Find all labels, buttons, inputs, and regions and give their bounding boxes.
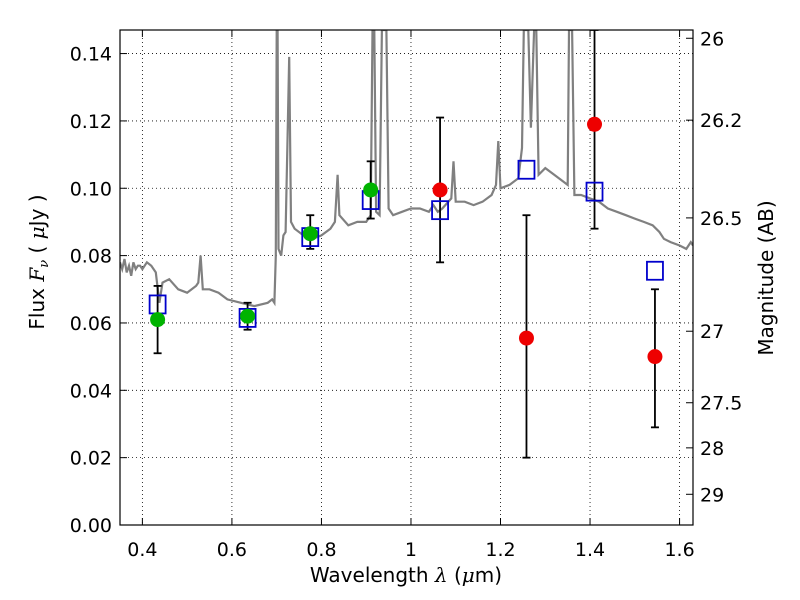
- plot-frame: [119, 29, 694, 526]
- model-spectrum-line: [120, 30, 693, 308]
- model-boxes: [148, 159, 664, 328]
- x-tick-label: 1.2: [485, 539, 515, 561]
- x-tick-label: 1: [405, 539, 417, 561]
- model-flux-box: [585, 181, 604, 202]
- axis-ticks: 0.4 0.6 0.8 1 1.2 1.4 1.6 0.00 0.02 0.04 0.06 0.08 0…: [70, 28, 743, 561]
- mag-tick-label: 27.5: [700, 393, 742, 415]
- mag-tick-label: 29: [700, 484, 724, 506]
- x-tick-label: 0.8: [306, 539, 336, 561]
- x-tick-label: 1.4: [575, 539, 605, 561]
- mag-tick-label: 27: [700, 321, 724, 343]
- model-flux-box: [431, 200, 449, 221]
- plot-area: 0.4 0.6 0.8 1 1.2 1.4 1.6 0.00 0.02 0.04 0.06 0.08 0…: [70, 28, 743, 561]
- y-tick-label: 0.10: [70, 178, 112, 200]
- x-tick-label: 0.4: [127, 539, 157, 561]
- y2-axis-label: Magnitude (AB): [754, 200, 778, 355]
- red-data-point: [587, 116, 603, 132]
- mag-tick-label: 26.2: [700, 110, 742, 132]
- red-data-point: [518, 330, 534, 346]
- green-data-point: [240, 308, 256, 324]
- green-data-point: [302, 226, 318, 242]
- grid-lines: [120, 30, 693, 526]
- model-flux-box: [517, 159, 536, 180]
- error-bars: [153, 30, 659, 459]
- mag-tick-label: 26.5: [700, 208, 742, 230]
- green-data-point: [150, 312, 166, 328]
- x-tick-label: 0.6: [217, 539, 247, 561]
- x-tick-label: 1.6: [664, 539, 694, 561]
- y-axis-label: Flux Fν ( μJy ): [25, 194, 52, 329]
- green-data-point: [363, 182, 379, 198]
- y-tick-label: 0.02: [70, 448, 112, 470]
- y-tick-label: 0.04: [70, 380, 112, 402]
- y-tick-label: 0.00: [70, 515, 112, 537]
- x-axis-label: Wavelength λ (μm): [310, 563, 502, 587]
- data-layer: [120, 30, 693, 459]
- y-tick-label: 0.06: [70, 313, 112, 335]
- data-points: [150, 116, 663, 365]
- y-tick-label: 0.14: [70, 44, 112, 66]
- model-flux-box: [646, 260, 664, 281]
- mag-tick-label: 28: [700, 438, 724, 460]
- y-tick-label: 0.12: [70, 111, 112, 133]
- red-data-point: [647, 349, 663, 365]
- red-data-point: [432, 182, 448, 198]
- y-tick-label: 0.08: [70, 246, 112, 268]
- mag-tick-label: 26: [700, 28, 724, 50]
